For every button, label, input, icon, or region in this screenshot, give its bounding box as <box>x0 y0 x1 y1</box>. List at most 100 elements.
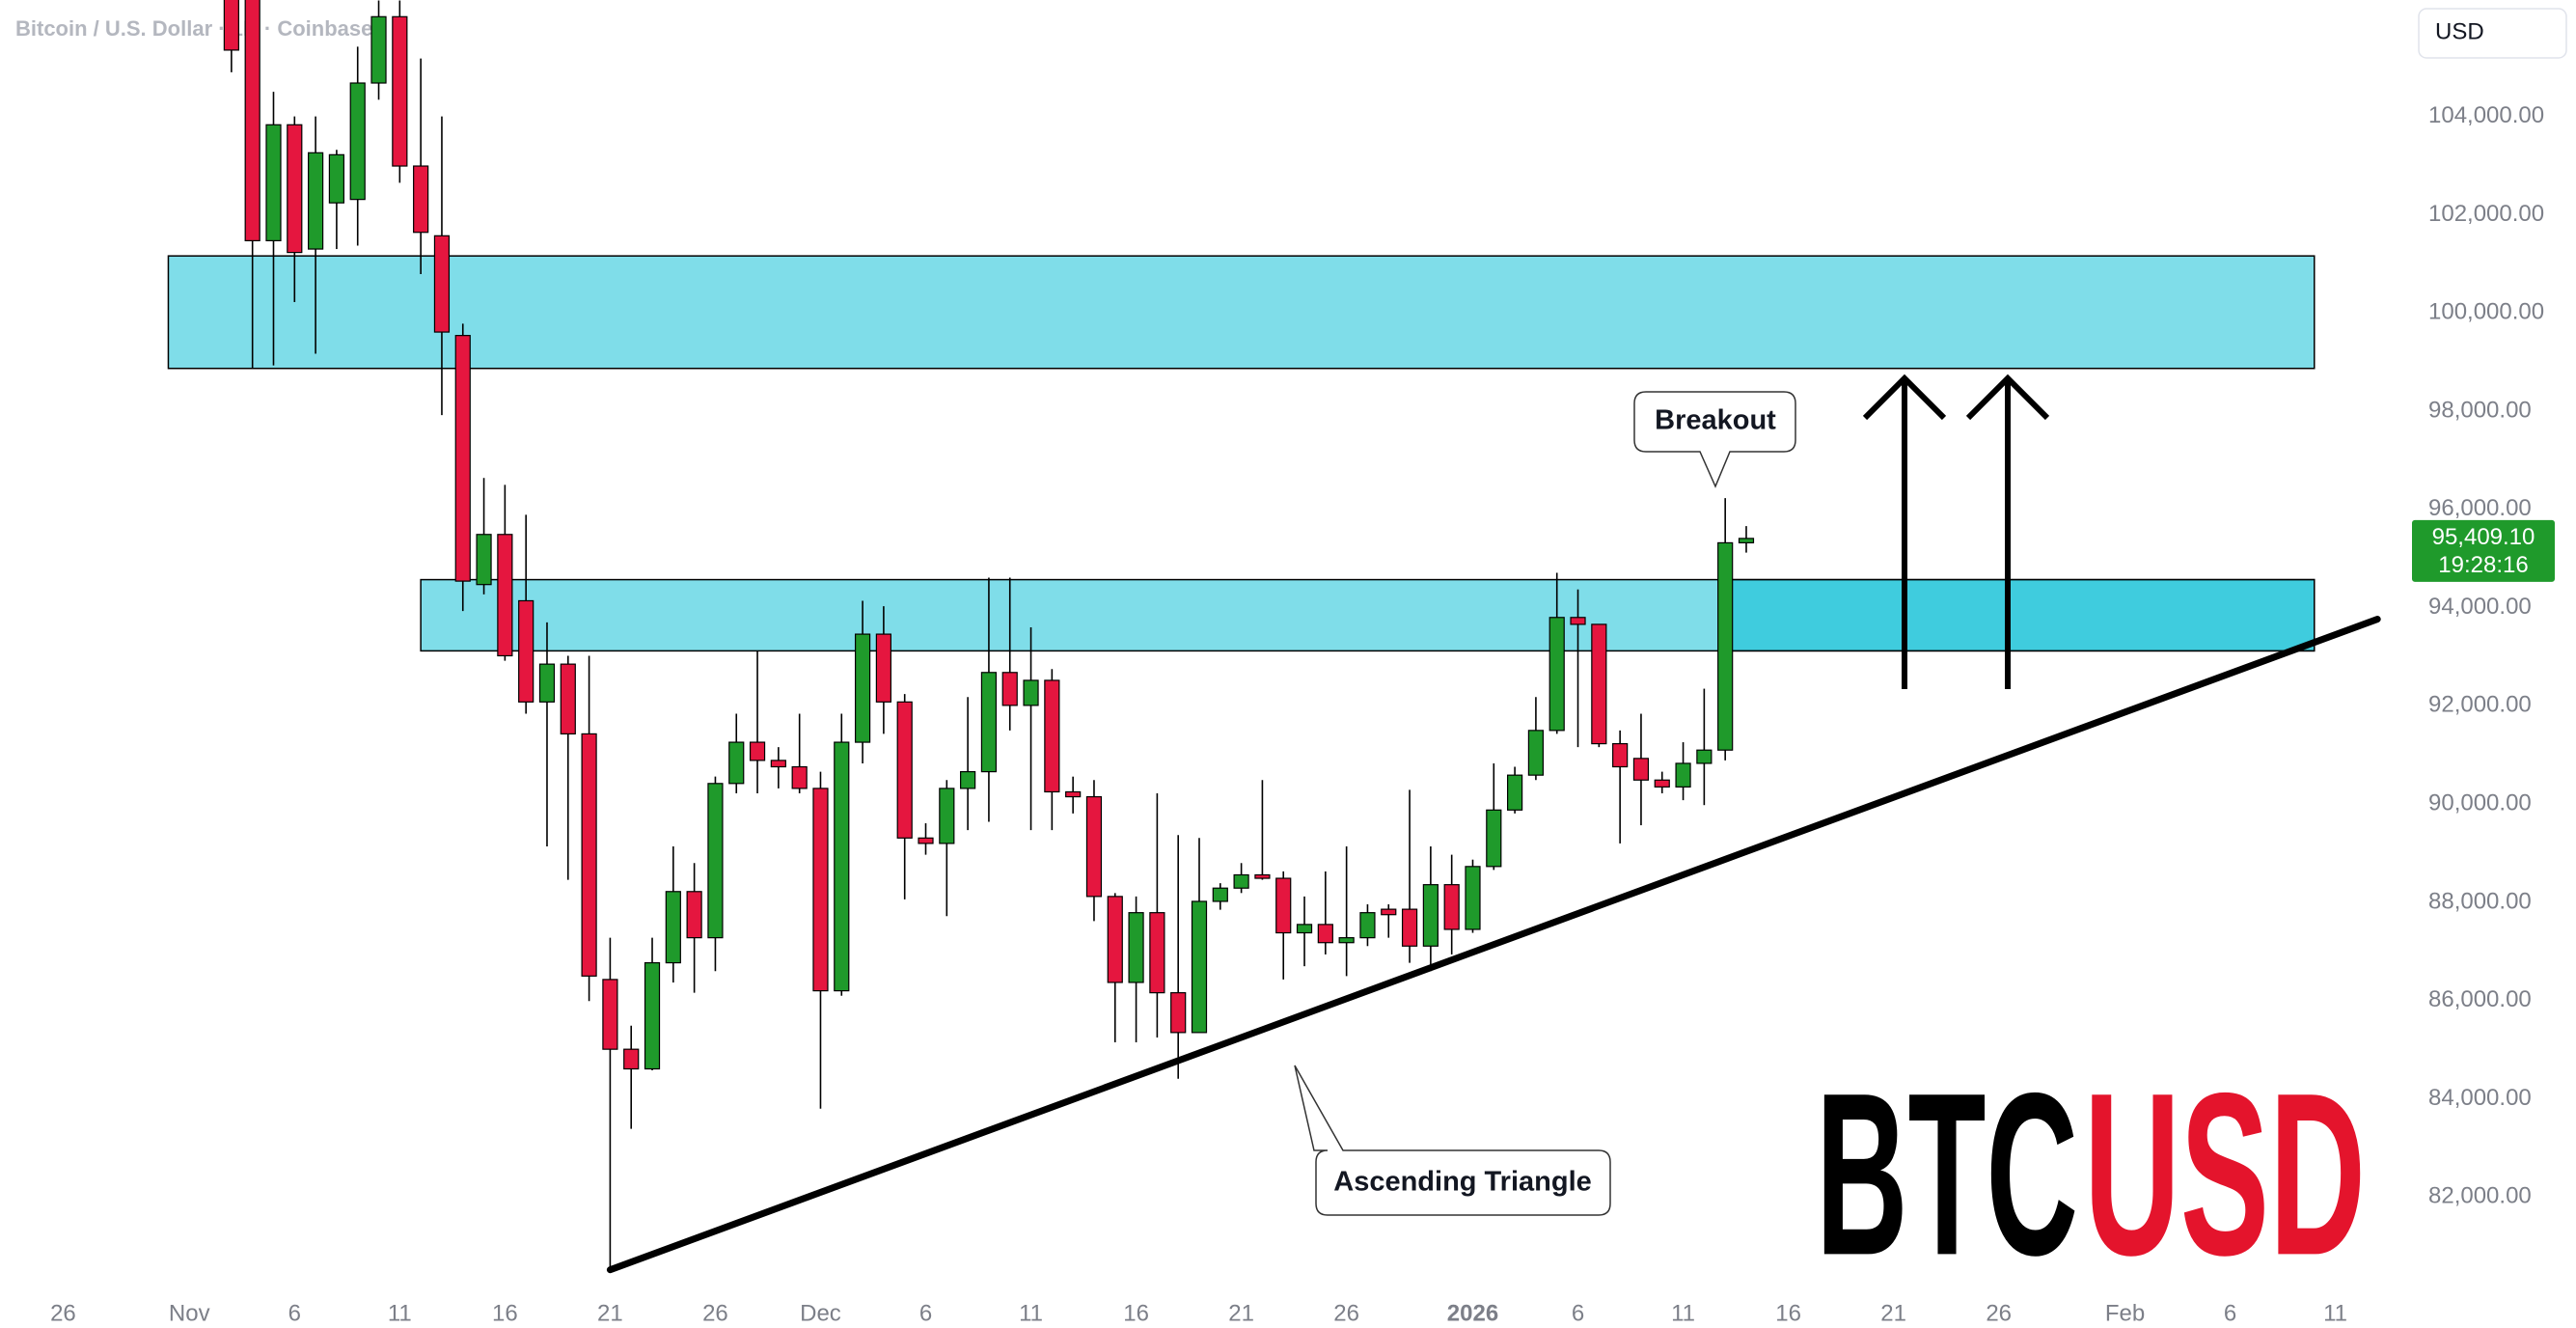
candle-body <box>1717 541 1734 751</box>
y-tick-label: 88,000.00 <box>2428 888 2532 914</box>
candle-body <box>875 633 891 703</box>
last-price-box <box>2412 519 2555 582</box>
candle-body <box>602 979 618 1050</box>
candle-body <box>960 770 976 789</box>
callout-box <box>1633 391 1796 488</box>
candle-body <box>1128 912 1144 983</box>
candle-body <box>1338 937 1355 944</box>
zones-layer <box>167 255 2316 652</box>
candle-body <box>1632 758 1650 781</box>
candle-body <box>265 124 282 241</box>
candle-body <box>223 0 239 51</box>
candle-body <box>707 783 724 939</box>
drawings-layer: Breakout Ascending Triangle BTC USD <box>606 374 2381 1303</box>
x-tick-label: 11 <box>1019 1300 1043 1326</box>
x-tick-label: 16 <box>1123 1300 1149 1326</box>
x-tick-label: 26 <box>1986 1300 2012 1326</box>
candle-body <box>1612 742 1629 768</box>
candle-body <box>918 837 934 844</box>
y-tick-label: 98,000.00 <box>2428 397 2532 423</box>
candle-body <box>1591 623 1607 745</box>
y-tick-label: 94,000.00 <box>2428 594 2532 620</box>
y-tick-label: 104,000.00 <box>2428 102 2544 128</box>
x-tick-label: 11 <box>1671 1300 1695 1326</box>
x-tick-label: 26 <box>50 1300 76 1326</box>
x-tick-label: 11 <box>388 1300 412 1326</box>
candle-body <box>454 335 471 582</box>
candle-body <box>1738 538 1755 544</box>
candle-body <box>728 741 745 785</box>
price-zone <box>167 255 2316 370</box>
x-tick-label: 21 <box>597 1300 623 1326</box>
candle-body <box>1317 924 1333 944</box>
y-tick-label: 100,000.00 <box>2428 299 2544 325</box>
candle-body <box>1212 887 1228 902</box>
candle-body <box>1507 774 1523 811</box>
countdown-label: 19:28:16 <box>2438 552 2528 578</box>
axes-layer: USD 82,000.00 84,000.00 86,000.00 88,000.00… <box>50 8 2567 1326</box>
y-tick-label: 82,000.00 <box>2428 1183 2532 1209</box>
callout-box <box>1294 1065 1611 1216</box>
candle-body <box>665 891 681 964</box>
y-tick-label: 86,000.00 <box>2428 986 2532 1012</box>
candle-body <box>308 152 324 250</box>
candle-body <box>328 153 345 204</box>
y-tick-label: 96,000.00 <box>2428 495 2532 521</box>
candle-body <box>1001 672 1018 706</box>
candle-body <box>812 788 829 992</box>
candle-body <box>1548 617 1565 732</box>
last-price-label: 95,409.10 <box>2432 524 2535 550</box>
x-tick-label: 2026 <box>1447 1300 1498 1326</box>
candle-body <box>791 765 808 789</box>
x-tick-label: 21 <box>1228 1300 1254 1326</box>
x-tick-label: 26 <box>702 1300 728 1326</box>
candle-body <box>581 733 597 977</box>
candle-body <box>1085 795 1103 898</box>
candle-body <box>980 672 998 773</box>
candle-body <box>1422 884 1439 947</box>
x-tick-label: 6 <box>288 1300 301 1326</box>
candle-body <box>1275 877 1292 934</box>
candle-body <box>1401 908 1418 947</box>
y-tick-label: 92,000.00 <box>2428 692 2532 718</box>
x-tick-label: Nov <box>169 1300 210 1326</box>
candle-body <box>560 663 576 735</box>
candle-body <box>1191 900 1208 1034</box>
price-zone <box>1724 578 2316 652</box>
watermark-part: USD <box>2084 1044 2366 1303</box>
candle-body <box>644 961 661 1070</box>
y-tick-label: 102,000.00 <box>2428 201 2544 227</box>
candle-body <box>1107 896 1123 983</box>
currency-button[interactable] <box>2418 8 2567 59</box>
candle-body <box>349 82 366 201</box>
symbol-title: Bitcoin / U.S. Dollar · 1D · Coinbase <box>15 16 372 41</box>
candle-body <box>433 235 451 333</box>
candle-body <box>1465 866 1481 930</box>
y-tick-label: 90,000.00 <box>2428 790 2532 816</box>
candle-body <box>1023 679 1039 706</box>
x-tick-label: 26 <box>1333 1300 1359 1326</box>
candle-body <box>1359 912 1376 939</box>
x-tick-label: 6 <box>1572 1300 1584 1326</box>
candle-body <box>1654 779 1670 788</box>
x-tick-label: 16 <box>1775 1300 1801 1326</box>
candle-body <box>1443 884 1460 930</box>
candle-body <box>1065 790 1082 798</box>
candle-body <box>244 0 260 241</box>
candle-body <box>538 663 556 703</box>
candle-body <box>623 1048 640 1070</box>
candle-body <box>1044 679 1060 793</box>
candle-body <box>413 165 429 234</box>
candle-body <box>939 788 955 844</box>
y-tick-label: 84,000.00 <box>2428 1085 2532 1111</box>
x-tick-label: 16 <box>492 1300 518 1326</box>
candle-body <box>896 701 913 839</box>
x-tick-label: 6 <box>919 1300 932 1326</box>
candle-body <box>1296 924 1313 934</box>
arrow-head <box>1965 374 2050 421</box>
arrow-head <box>1862 374 1947 421</box>
candle-body <box>854 633 871 743</box>
